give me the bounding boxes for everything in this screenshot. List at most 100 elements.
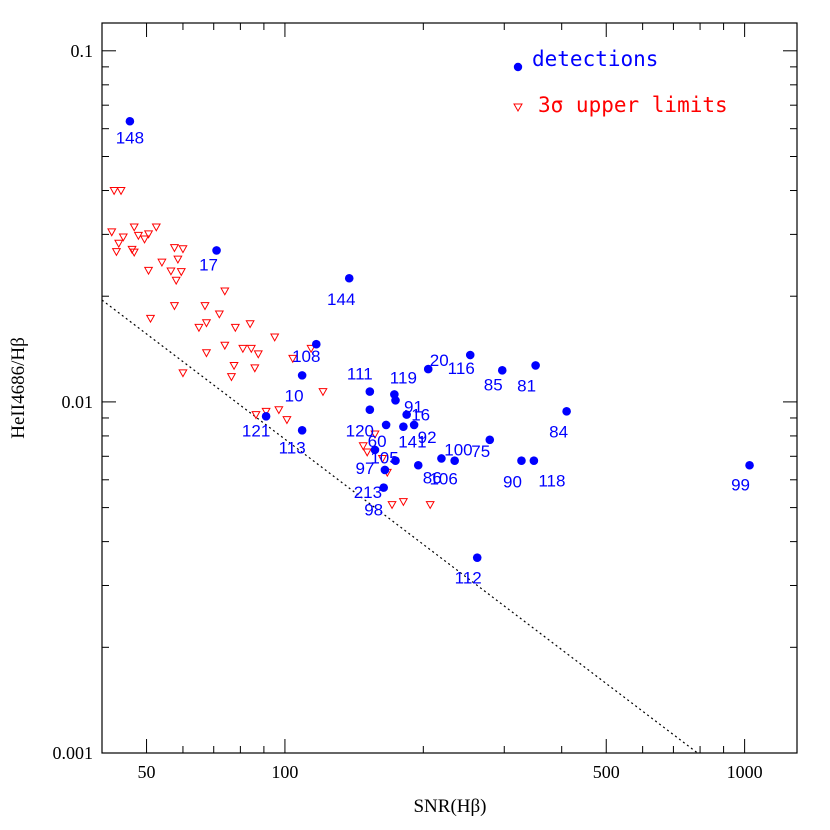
upper-limit-point	[398, 498, 409, 507]
x-tick-label: 100	[271, 762, 298, 782]
upper-limit-point	[214, 310, 224, 319]
upper-limit-point	[111, 248, 122, 257]
detection-point	[297, 371, 307, 380]
upper-limit-point	[246, 344, 256, 354]
upper-limit-point	[178, 245, 188, 254]
detection-label: 85	[484, 375, 503, 394]
upper-limit-point	[370, 430, 380, 439]
detection-label: 84	[549, 422, 568, 441]
legend-upper-limits-label: 3σ upper limits	[538, 93, 728, 117]
upper-limit-point	[220, 287, 230, 296]
plot-frame	[101, 22, 798, 754]
upper-limit-point	[129, 223, 139, 232]
detection-point	[125, 116, 135, 126]
upper-limit-point	[176, 268, 186, 277]
detection-point	[450, 456, 459, 466]
upper-limit-point	[387, 501, 397, 510]
upper-limit-point	[145, 314, 156, 324]
upper-limit-point	[238, 344, 248, 354]
detection-label: 116	[448, 359, 475, 378]
detection-label: 10	[285, 386, 304, 405]
upper-limit-point	[139, 235, 150, 244]
detection-label: 17	[199, 255, 218, 274]
detection-point	[465, 350, 475, 360]
detection-label: 81	[517, 376, 536, 395]
detection-label: 97	[356, 459, 375, 478]
detection-point	[497, 366, 507, 375]
upper-limit-point	[229, 361, 239, 371]
upper-limit-point	[230, 323, 240, 333]
y-tick-label: 0.001	[53, 743, 94, 763]
detection-point	[562, 407, 571, 416]
upper-limit-point	[114, 239, 124, 249]
upper-limit-point	[169, 244, 180, 253]
detection-label: 99	[731, 475, 750, 494]
detection-point	[365, 387, 375, 396]
upper-limit-point	[288, 354, 298, 364]
detection-label: 118	[538, 472, 565, 491]
upper-limit-point	[270, 333, 280, 342]
detection-label: 121	[242, 421, 270, 440]
upper-limit-point	[201, 319, 212, 328]
detection-point	[517, 456, 526, 466]
detection-label: 144	[327, 290, 355, 309]
detection-label: 148	[116, 128, 144, 147]
detection-label: 119	[390, 368, 417, 387]
x-tick-label: 500	[593, 762, 620, 782]
detection-label: 213	[354, 483, 382, 502]
upper-limit-point	[200, 302, 210, 311]
detection-point	[529, 456, 539, 466]
detection-label: 75	[471, 442, 490, 461]
upper-limit-point	[274, 406, 284, 415]
upper-limit-point	[358, 442, 368, 451]
detection-label: 113	[279, 438, 306, 457]
legend-detections-label: detections	[532, 47, 658, 71]
detection-point	[399, 422, 408, 431]
upper-limit-point	[118, 233, 128, 242]
detection-point	[423, 364, 433, 374]
detection-point	[365, 405, 375, 415]
upper-limit-point	[362, 448, 372, 457]
detection-label: 112	[455, 569, 482, 588]
detection-label: 106	[429, 470, 457, 489]
upper-limit-point	[306, 344, 316, 354]
detection-point	[745, 460, 754, 470]
upper-limit-point	[109, 187, 119, 196]
detection-label: 141	[398, 433, 426, 452]
upper-limit-point	[143, 230, 154, 239]
y-tick-label: 0.01	[62, 392, 94, 412]
y-axis-title: HeII4686/Hβ	[8, 337, 29, 438]
detection-point	[297, 426, 307, 435]
detection-label: 120	[346, 422, 374, 441]
upper-limit-point	[253, 350, 263, 359]
detection-point	[261, 411, 271, 421]
upper-limit-point	[194, 323, 204, 333]
x-axis-title: SNR(Hβ)	[413, 796, 486, 817]
detection-point	[531, 361, 540, 370]
detection-label: 86	[423, 468, 442, 487]
upper-limit-point	[173, 255, 183, 264]
detection-point	[381, 420, 391, 430]
detection-point	[437, 454, 446, 463]
upper-limit-point	[250, 364, 260, 373]
detection-point	[212, 246, 221, 255]
tick-labels: 50 100 500 1000 0.1 0.01 0.001	[53, 41, 763, 782]
upper-limit-point	[282, 416, 292, 425]
upper-limit-point	[425, 501, 435, 510]
upper-limit-point	[129, 248, 139, 257]
detection-point	[472, 553, 482, 562]
detection-label: 16	[411, 406, 430, 425]
x-tick-label: 1000	[727, 762, 763, 782]
detection-point	[379, 483, 388, 492]
legend-detections-marker	[513, 62, 523, 72]
upper-limit-point	[116, 187, 126, 196]
upper-limit-point	[151, 223, 161, 232]
legend-upper-limits-marker	[513, 103, 523, 113]
upper-limit-point	[261, 407, 271, 417]
detection-label: 90	[503, 473, 522, 492]
detection-point	[311, 339, 321, 349]
detection-point	[485, 435, 495, 445]
x-tick-label: 50	[138, 762, 156, 782]
detection-label: 100	[444, 440, 472, 459]
